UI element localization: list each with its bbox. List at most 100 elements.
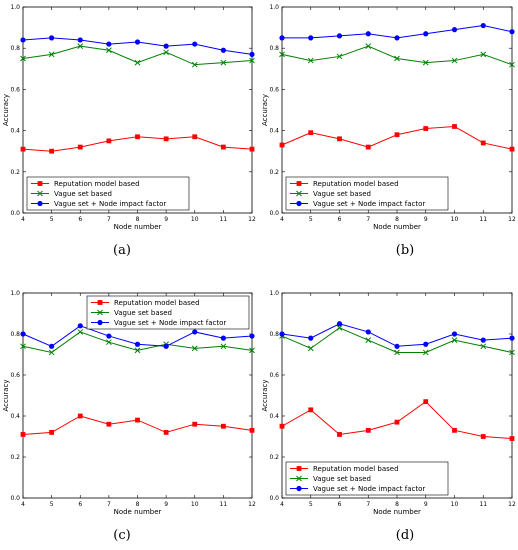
data-point <box>509 29 515 35</box>
y-tick-label: 0.6 <box>269 372 279 379</box>
x-tick-label: 10 <box>191 216 199 223</box>
data-point <box>191 345 198 352</box>
y-tick-label: 0.2 <box>269 454 279 461</box>
x-tick-label: 4 <box>280 501 284 508</box>
y-axis-label: Accuracy <box>2 94 10 126</box>
data-point <box>106 41 112 47</box>
data-point <box>249 347 255 354</box>
data-point <box>134 347 141 354</box>
legend-entry: Vague set + Node impact factor <box>54 200 166 208</box>
legend-entry: Vague set based <box>54 190 112 198</box>
legend-swatch-marker <box>296 475 302 482</box>
x-tick-label: 11 <box>479 501 487 508</box>
y-tick-label: 0.4 <box>10 413 20 420</box>
series-vague-nif <box>20 35 255 57</box>
data-point <box>220 59 227 66</box>
data-point <box>20 146 26 152</box>
data-point <box>220 343 227 350</box>
series-line <box>281 45 513 66</box>
legend-swatch-marker <box>97 319 103 326</box>
data-point <box>106 47 112 54</box>
data-point <box>220 335 226 341</box>
data-point <box>509 436 515 441</box>
x-tick-label: 8 <box>136 501 140 508</box>
x-tick-label: 10 <box>191 501 199 508</box>
data-point <box>451 337 458 344</box>
data-point <box>135 417 140 423</box>
y-axis-label: Accuracy <box>261 380 269 412</box>
data-point <box>480 51 487 58</box>
x-tick-label: 9 <box>424 216 428 223</box>
legend-swatch-marker <box>296 466 302 471</box>
data-point <box>480 434 486 439</box>
data-point <box>423 126 429 131</box>
x-tick-label: 7 <box>366 216 370 223</box>
data-point <box>394 419 400 425</box>
data-point <box>163 136 169 142</box>
panel-caption: (b) <box>396 243 414 258</box>
legend-swatch-marker <box>97 300 103 305</box>
y-tick-label: 0.0 <box>269 495 279 502</box>
data-point <box>422 59 429 66</box>
x-tick-label: 6 <box>78 501 82 508</box>
x-tick-label: 9 <box>164 501 168 508</box>
y-tick-label: 1.0 <box>269 290 279 297</box>
data-point <box>365 43 372 49</box>
data-point <box>337 432 342 437</box>
data-point <box>77 144 83 150</box>
data-point <box>423 341 429 347</box>
y-tick-label: 0.4 <box>10 128 20 135</box>
data-point <box>307 57 314 64</box>
legend-entry: Reputation model based <box>114 299 200 307</box>
data-point <box>134 341 141 347</box>
x-tick-label: 8 <box>395 501 399 508</box>
data-point <box>308 407 314 413</box>
series-vague <box>20 329 255 356</box>
data-point <box>49 35 55 41</box>
data-point <box>20 55 26 62</box>
data-point <box>452 124 457 129</box>
x-tick-label: 12 <box>508 501 516 508</box>
x-tick-label: 7 <box>107 501 111 508</box>
data-point <box>220 144 226 150</box>
y-tick-label: 0.2 <box>10 169 20 176</box>
x-axis-label: Node number <box>373 223 421 231</box>
series-vague-nif <box>20 323 255 349</box>
series-vague <box>20 43 255 68</box>
legend-entry: Vague set based <box>114 309 172 317</box>
chart-panel-c: 4 5 6 7 8 9 10 11 12 0.0 0.2 0.4 0.6 0.8 1.0 Node numbe… <box>2 290 256 543</box>
legend-box <box>285 176 449 211</box>
chart-panel-a: 4 5 6 7 8 9 10 11 12 0.0 0.2 0.4 0.6 0.8 1.0 Node numbe… <box>2 4 256 258</box>
data-point <box>509 335 515 341</box>
y-tick-label: 0.0 <box>10 495 20 502</box>
legend-swatch-marker <box>296 485 302 492</box>
y-axis-label: Accuracy <box>261 94 269 126</box>
data-point <box>163 430 169 435</box>
data-point <box>77 323 83 329</box>
data-point <box>509 146 515 152</box>
y-tick-label: 1.0 <box>10 290 20 297</box>
data-point <box>49 430 55 435</box>
data-point <box>365 337 372 344</box>
legend-entry: Vague set + Node impact factor <box>313 200 425 208</box>
y-tick-label: 0.8 <box>10 45 20 52</box>
data-point <box>48 349 55 356</box>
data-point <box>249 333 255 339</box>
y-tick-label: 0.8 <box>10 331 20 338</box>
data-point <box>279 423 285 429</box>
legend-swatch-marker <box>37 181 43 186</box>
data-point <box>106 339 112 346</box>
x-tick-label: 11 <box>220 501 228 508</box>
x-axis-label: Node number <box>114 223 162 231</box>
y-tick-label: 0.0 <box>269 210 279 217</box>
legend-swatch-marker <box>296 181 302 186</box>
series-line <box>281 125 513 150</box>
data-point <box>336 321 343 327</box>
data-point <box>249 57 255 64</box>
data-point <box>192 329 198 335</box>
x-tick-label: 6 <box>78 216 82 223</box>
x-tick-label: 4 <box>21 216 25 223</box>
data-point <box>308 35 314 41</box>
data-point <box>480 343 487 350</box>
